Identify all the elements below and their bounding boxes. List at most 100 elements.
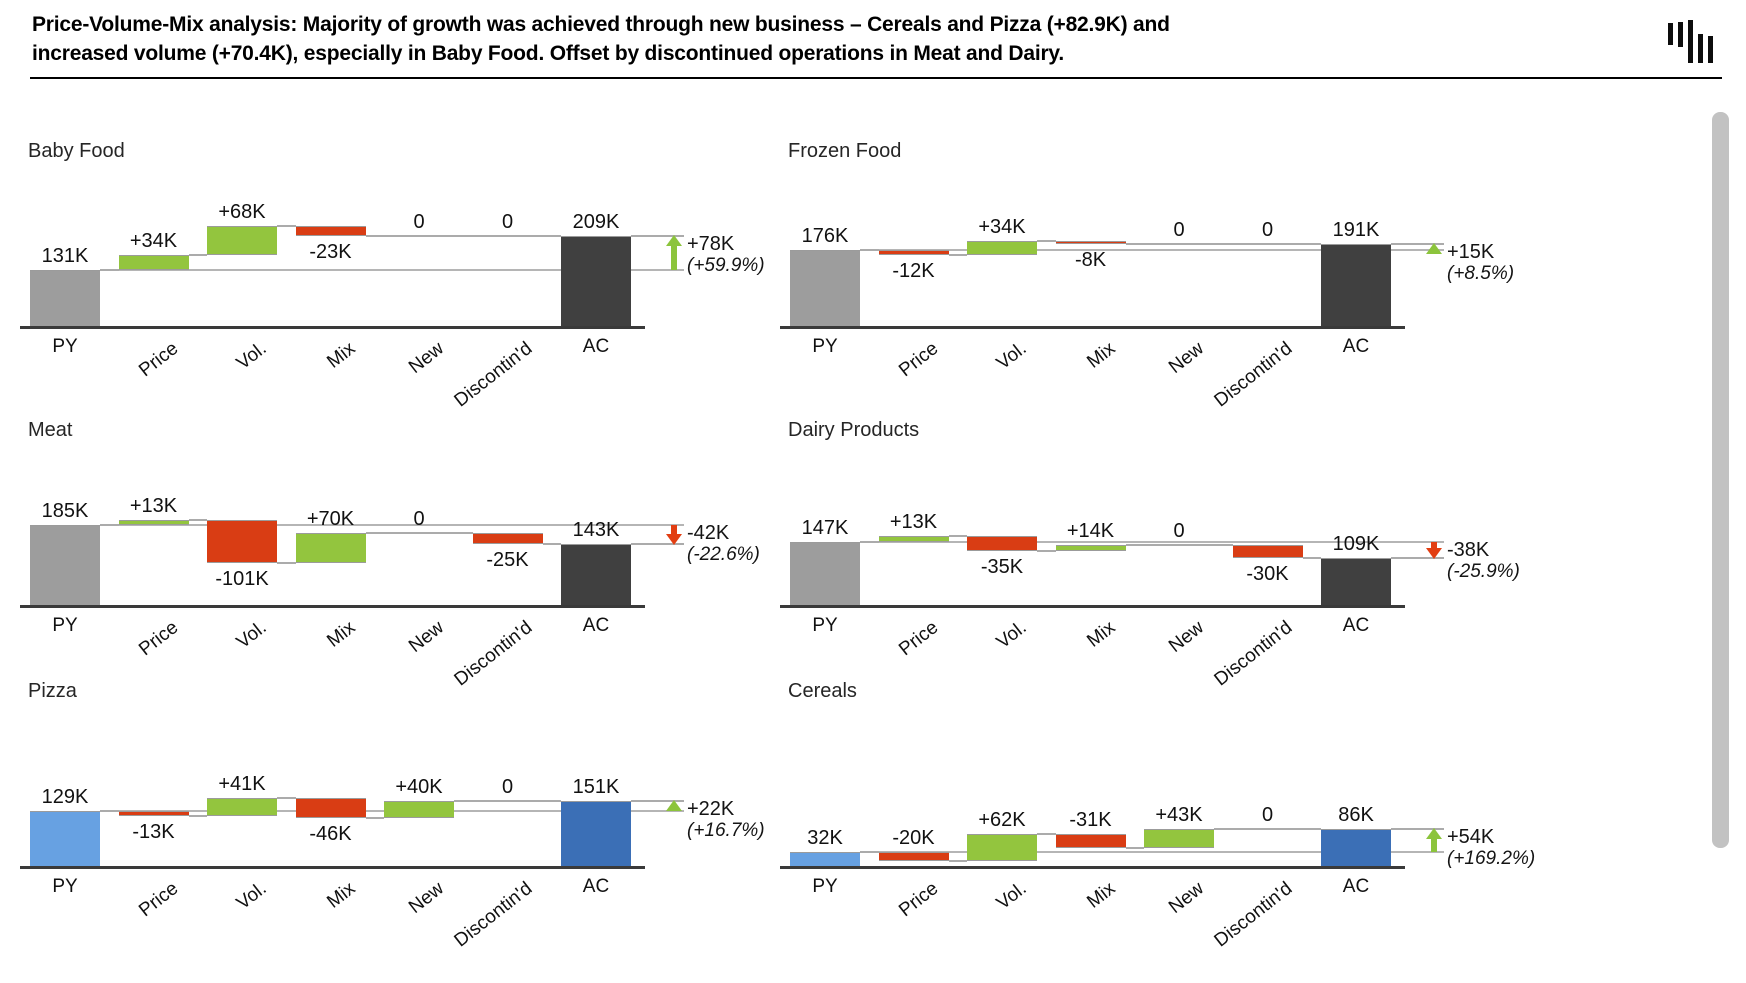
connector-line <box>1125 243 1321 246</box>
waterfall-chart-dairy-products: Dairy Products 147K PY +13K Price -35K Vol. +14… <box>780 419 1530 694</box>
delta-down-arrow-icon <box>666 533 682 545</box>
bar-vol[interactable] <box>207 798 277 817</box>
bar-vol[interactable] <box>967 240 1037 256</box>
category-label-new: New <box>1165 617 1208 657</box>
bar-ac[interactable] <box>1321 558 1391 605</box>
report-title-line1: Price-Volume-Mix analysis: Majority of g… <box>32 13 1170 36</box>
value-label-mix: -31K <box>1069 809 1112 832</box>
bar-py[interactable] <box>790 250 860 326</box>
category-label-new: New <box>405 338 448 378</box>
connector-line <box>948 254 967 257</box>
category-label-price: Price <box>895 338 943 382</box>
bar-ac[interactable] <box>1321 243 1391 326</box>
bar-price[interactable] <box>878 536 949 542</box>
category-label-vol: Vol. <box>233 878 271 915</box>
bar-mix[interactable] <box>1055 834 1126 848</box>
bar-ac[interactable] <box>561 236 631 326</box>
value-label-new: 0 <box>413 508 425 531</box>
bar-ac[interactable] <box>1321 829 1391 866</box>
bar-mix[interactable] <box>295 798 366 819</box>
delta-percent: (+169.2%) <box>1447 848 1536 870</box>
delta-value: -38K <box>1447 538 1490 561</box>
value-label-vol: -101K <box>215 568 269 591</box>
value-label-new: 0 <box>1173 520 1185 543</box>
connector-line <box>365 234 561 237</box>
ac-bracket-line <box>1391 828 1444 831</box>
connector-line <box>1037 239 1056 242</box>
delta-down-arrow-stem <box>1431 541 1437 551</box>
bar-mix[interactable] <box>1055 240 1126 245</box>
bar-mix[interactable] <box>295 533 366 564</box>
bar-py[interactable] <box>30 810 100 866</box>
connector-line <box>365 817 384 820</box>
value-label-discontin-d: 0 <box>501 776 514 799</box>
delta-up-arrow-icon <box>666 235 682 247</box>
category-label-mix: Mix <box>323 338 360 373</box>
py-reference-line <box>100 268 684 271</box>
delta-value: +22K <box>687 798 735 821</box>
value-label-py: 147K <box>801 516 849 539</box>
delta-up-triangle-icon <box>1426 242 1442 254</box>
bar-price[interactable] <box>878 250 949 256</box>
connector-line <box>365 532 473 535</box>
category-label-ac: AC <box>582 876 610 897</box>
bar-discontin-d[interactable] <box>1232 545 1303 559</box>
delta-annotation: +78K (+59.9%) <box>687 233 765 277</box>
bar-py[interactable] <box>790 852 860 866</box>
x-axis-line <box>780 866 1405 869</box>
py-reference-line <box>100 524 684 527</box>
connector-line <box>277 224 296 227</box>
delta-value: +54K <box>1447 826 1495 849</box>
connector-line <box>188 254 207 257</box>
bar-price[interactable] <box>118 810 189 817</box>
category-label-discontin-d: Discontin'd <box>450 338 537 412</box>
waterfall-chart-frozen-food: Frozen Food 176K PY -12K Price +34K Vol. -8K Mix… <box>780 140 1530 415</box>
bar-ac[interactable] <box>561 801 631 866</box>
category-label-mix: Mix <box>323 878 360 913</box>
value-label-price: -13K <box>132 821 175 844</box>
category-label-mix: Mix <box>323 617 360 652</box>
bar-vol[interactable] <box>967 834 1037 861</box>
bar-vol[interactable] <box>207 225 277 256</box>
delta-percent: (+16.7%) <box>687 820 765 842</box>
chart-title: Cereals <box>788 680 857 702</box>
connector-line <box>454 800 561 803</box>
category-label-vol: Vol. <box>993 338 1031 375</box>
bar-ac[interactable] <box>561 543 631 605</box>
x-axis-line <box>20 326 645 329</box>
ac-bracket-line <box>631 800 684 803</box>
category-label-py: PY <box>52 876 78 897</box>
bar-vol[interactable] <box>967 536 1037 552</box>
bar-mix[interactable] <box>1055 545 1126 552</box>
delta-percent: (+59.9%) <box>687 255 765 277</box>
bar-new[interactable] <box>1144 829 1214 848</box>
delta-annotation: +22K (+16.7%) <box>687 798 765 842</box>
category-label-py: PY <box>812 876 838 897</box>
value-label-mix: +14K <box>1066 520 1115 543</box>
bar-price[interactable] <box>878 852 949 861</box>
bar-py[interactable] <box>790 541 860 605</box>
category-label-py: PY <box>52 615 78 636</box>
bar-py[interactable] <box>30 269 100 326</box>
bar-price[interactable] <box>118 255 189 270</box>
category-label-discontin-d: Discontin'd <box>1210 338 1297 412</box>
value-label-ac: 109K <box>1332 533 1380 556</box>
category-label-new: New <box>405 617 448 657</box>
bar-new[interactable] <box>384 801 454 819</box>
bar-vol[interactable] <box>207 519 277 564</box>
bar-price[interactable] <box>118 519 189 526</box>
value-label-py: 129K <box>41 785 89 808</box>
delta-percent: (-25.9%) <box>1447 560 1520 582</box>
delta-up-arrow-stem <box>671 244 677 270</box>
category-label-new: New <box>1165 878 1208 918</box>
connector-line <box>100 268 119 271</box>
bar-py[interactable] <box>30 525 100 605</box>
waterfall-chart-pizza: Pizza 129K PY -13K Price +41K Vol. -46K Mix +40K N… <box>20 680 770 955</box>
category-label-py: PY <box>812 336 838 357</box>
connector-line <box>1125 846 1144 849</box>
value-label-new: 0 <box>1173 219 1185 242</box>
category-label-new: New <box>1165 338 1208 378</box>
bar-mix[interactable] <box>295 225 366 236</box>
vertical-scrollbar-thumb[interactable] <box>1712 112 1729 848</box>
bar-discontin-d[interactable] <box>472 533 543 544</box>
